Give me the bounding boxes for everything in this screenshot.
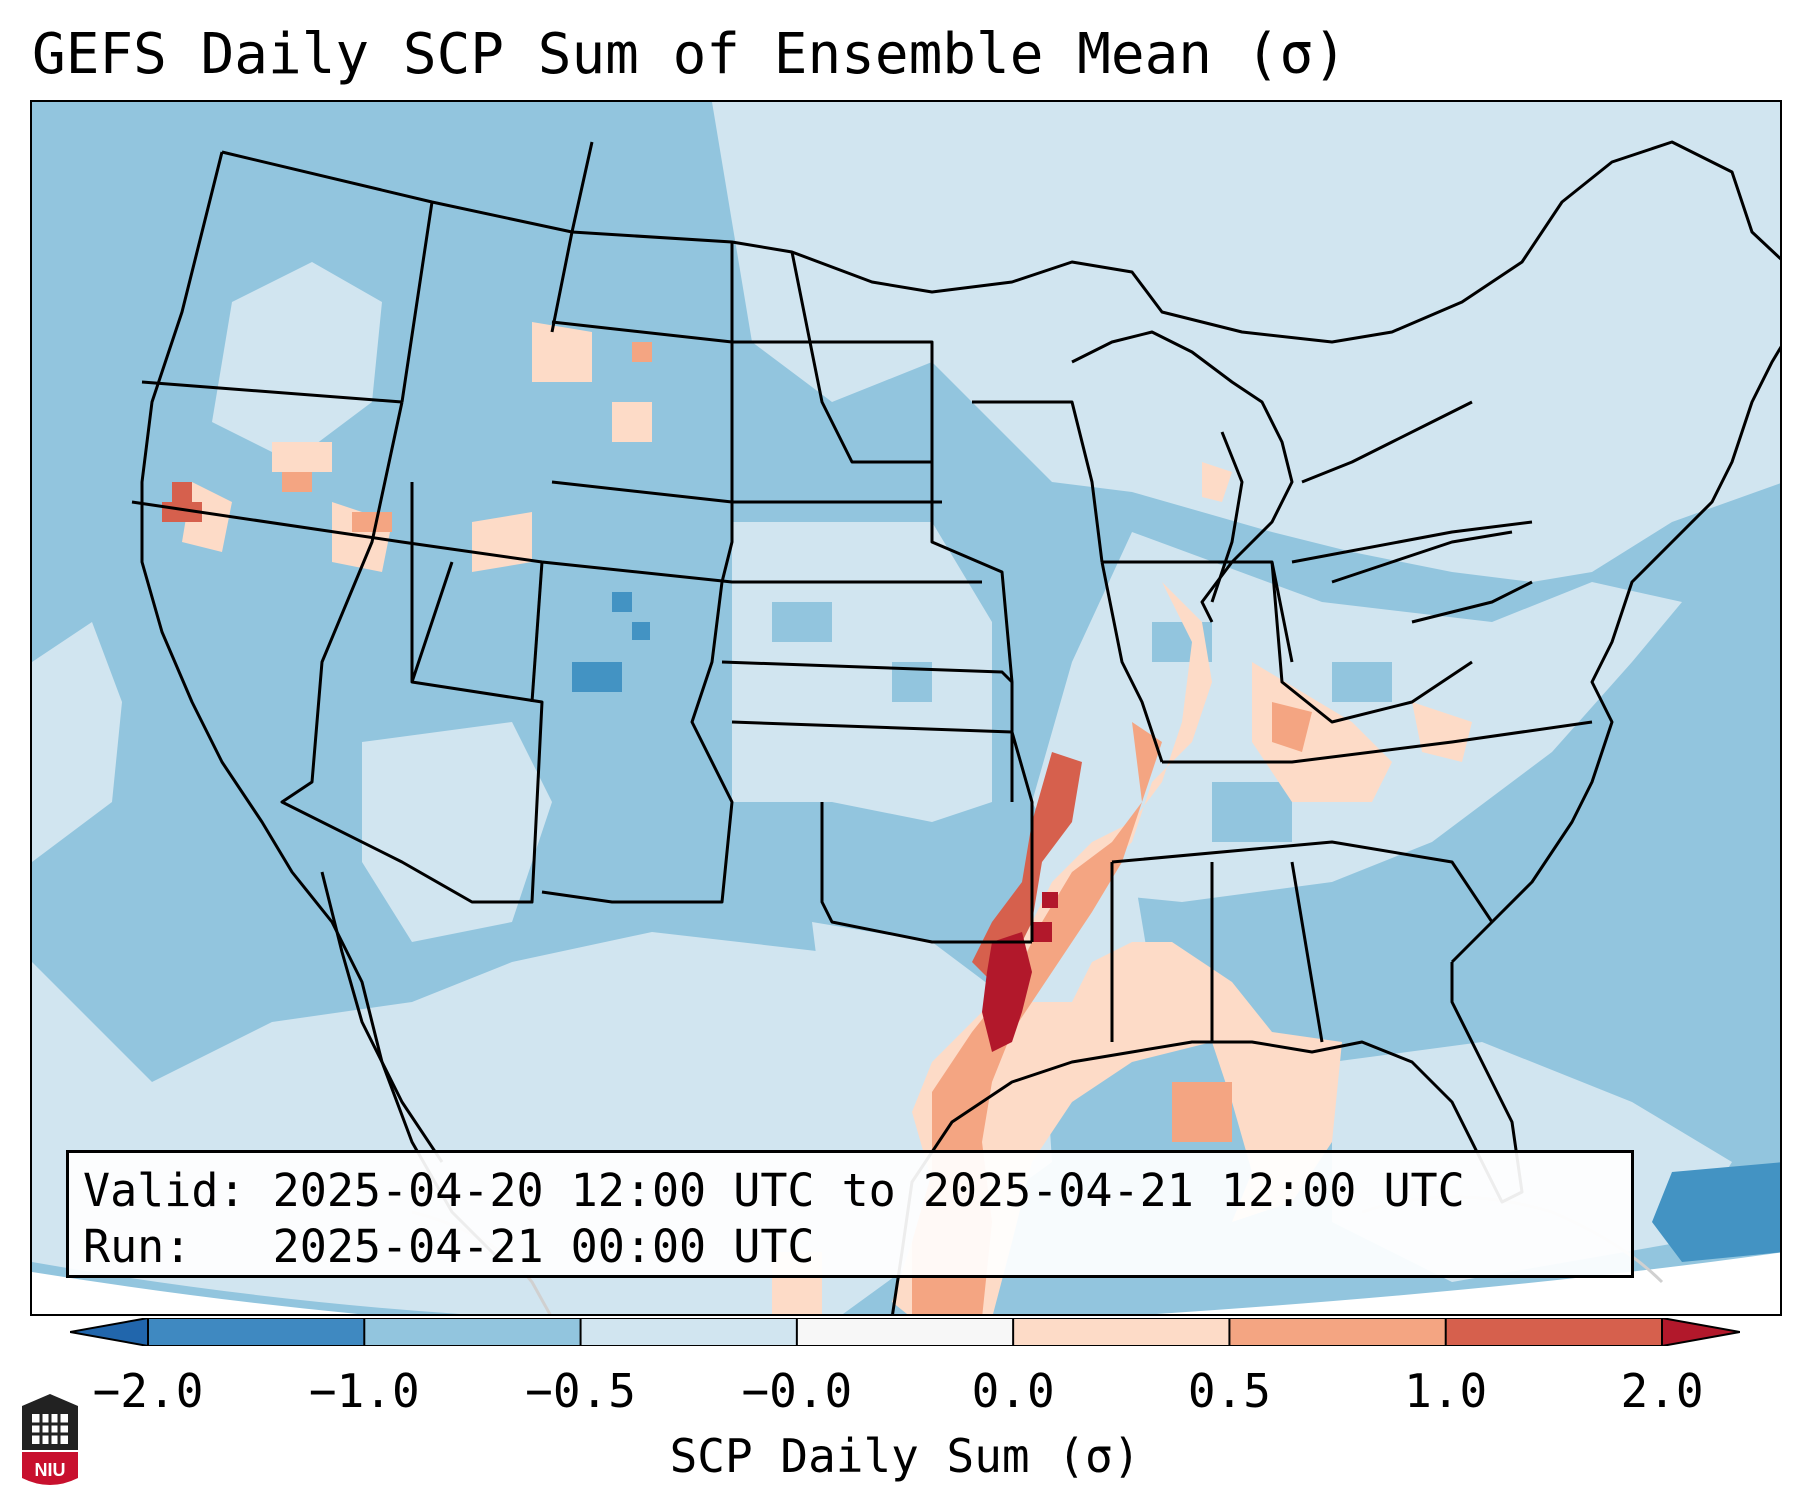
colorbar-segment — [580, 1318, 798, 1346]
colorbar-label: SCP Daily Sum (σ) — [669, 1429, 1141, 1483]
colorbar-segment — [148, 1318, 365, 1346]
positive-anomaly-light — [182, 322, 1472, 1314]
validity-info-box: Valid: 2025-04-20 12:00 UTC to 2025-04-2… — [66, 1150, 1634, 1278]
colorbar-segment — [1445, 1318, 1663, 1346]
colorbar-tick-label: −0.0 — [741, 1364, 853, 1418]
colorbar-tick-label: 0.5 — [1187, 1364, 1271, 1418]
niu-logo-text: NIU — [35, 1460, 66, 1480]
colorbar-segments — [148, 1318, 1663, 1346]
negative-anomaly-spots — [572, 592, 1780, 1262]
colorbar-under-arrow — [70, 1318, 148, 1346]
map-title: GEFS Daily SCP Sum of Ensemble Mean (σ) — [32, 22, 1347, 87]
scp-map — [32, 102, 1780, 1314]
positive-anomaly-extreme — [982, 892, 1058, 1052]
colorbar-over-arrow — [1662, 1318, 1740, 1346]
colorbar — [70, 1318, 1740, 1346]
positive-anomaly-strong — [162, 482, 1082, 982]
colorbar-tick-label: −2.0 — [92, 1364, 204, 1418]
map-panel[interactable] — [30, 100, 1782, 1316]
political-boundaries — [131, 140, 1780, 1314]
run-label: Run: — [83, 1220, 192, 1273]
projection-edge — [32, 1252, 1780, 1314]
colorbar-segment — [1013, 1318, 1230, 1346]
colorbar-tick-label: 0.0 — [971, 1364, 1055, 1418]
colorbar-tick-label: 2.0 — [1620, 1364, 1704, 1418]
niu-logo-icon: NIU — [22, 1394, 78, 1485]
colorbar-tick-label: −0.5 — [525, 1364, 636, 1418]
valid-time-range: 2025-04-20 12:00 UTC to 2025-04-21 12:00… — [272, 1164, 1465, 1217]
run-time: 2025-04-21 00:00 UTC — [272, 1220, 815, 1273]
colorbar-segment — [364, 1318, 582, 1346]
colorbar-segment — [796, 1318, 1014, 1346]
colorbar-tick-label: 1.0 — [1404, 1364, 1488, 1418]
colorbar-segment — [1229, 1318, 1447, 1346]
colorbar-tick-marks — [147, 1318, 1663, 1346]
valid-label: Valid: — [83, 1164, 246, 1217]
colorbar-tick-label: −1.0 — [308, 1364, 420, 1418]
